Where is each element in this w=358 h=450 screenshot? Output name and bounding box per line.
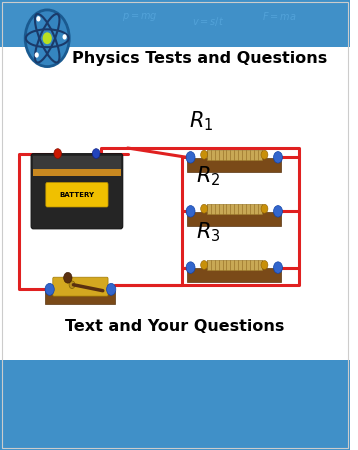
Circle shape xyxy=(64,272,72,283)
FancyBboxPatch shape xyxy=(207,204,262,214)
FancyBboxPatch shape xyxy=(33,169,121,176)
Circle shape xyxy=(274,262,282,273)
Text: $R_2$: $R_2$ xyxy=(196,165,220,188)
Text: BATTERY: BATTERY xyxy=(59,192,95,198)
Circle shape xyxy=(186,206,195,217)
FancyBboxPatch shape xyxy=(33,157,121,169)
Text: Physics Tests and Questions: Physics Tests and Questions xyxy=(72,51,327,66)
FancyBboxPatch shape xyxy=(187,268,281,283)
Circle shape xyxy=(261,261,268,270)
FancyBboxPatch shape xyxy=(0,360,350,450)
Text: $F=ma$: $F=ma$ xyxy=(262,10,297,22)
Circle shape xyxy=(35,52,39,58)
FancyBboxPatch shape xyxy=(31,154,123,229)
Circle shape xyxy=(92,148,100,158)
FancyBboxPatch shape xyxy=(0,47,350,70)
Circle shape xyxy=(36,16,40,22)
Text: $p=mg$: $p=mg$ xyxy=(122,11,158,23)
FancyBboxPatch shape xyxy=(187,212,281,226)
Circle shape xyxy=(201,204,208,213)
Circle shape xyxy=(274,152,282,163)
FancyBboxPatch shape xyxy=(207,260,262,270)
Circle shape xyxy=(69,281,75,288)
Circle shape xyxy=(201,261,208,270)
Circle shape xyxy=(201,150,208,159)
Circle shape xyxy=(261,150,268,159)
FancyBboxPatch shape xyxy=(0,290,350,360)
Circle shape xyxy=(25,10,69,67)
Circle shape xyxy=(43,32,52,44)
FancyBboxPatch shape xyxy=(187,158,281,172)
FancyBboxPatch shape xyxy=(45,291,115,304)
Circle shape xyxy=(274,206,282,217)
Text: Text and Your Questions: Text and Your Questions xyxy=(65,319,285,334)
Text: $v=s/t$: $v=s/t$ xyxy=(192,15,224,28)
FancyBboxPatch shape xyxy=(53,277,108,296)
Circle shape xyxy=(107,284,116,295)
FancyBboxPatch shape xyxy=(0,0,350,47)
Circle shape xyxy=(186,262,195,273)
Circle shape xyxy=(54,148,62,158)
FancyBboxPatch shape xyxy=(207,150,262,160)
Circle shape xyxy=(261,204,268,213)
FancyBboxPatch shape xyxy=(46,183,108,207)
Circle shape xyxy=(45,284,54,295)
Text: $R_3$: $R_3$ xyxy=(196,220,220,243)
Circle shape xyxy=(186,152,195,163)
Text: $R_1$: $R_1$ xyxy=(189,110,213,133)
Circle shape xyxy=(63,34,67,40)
